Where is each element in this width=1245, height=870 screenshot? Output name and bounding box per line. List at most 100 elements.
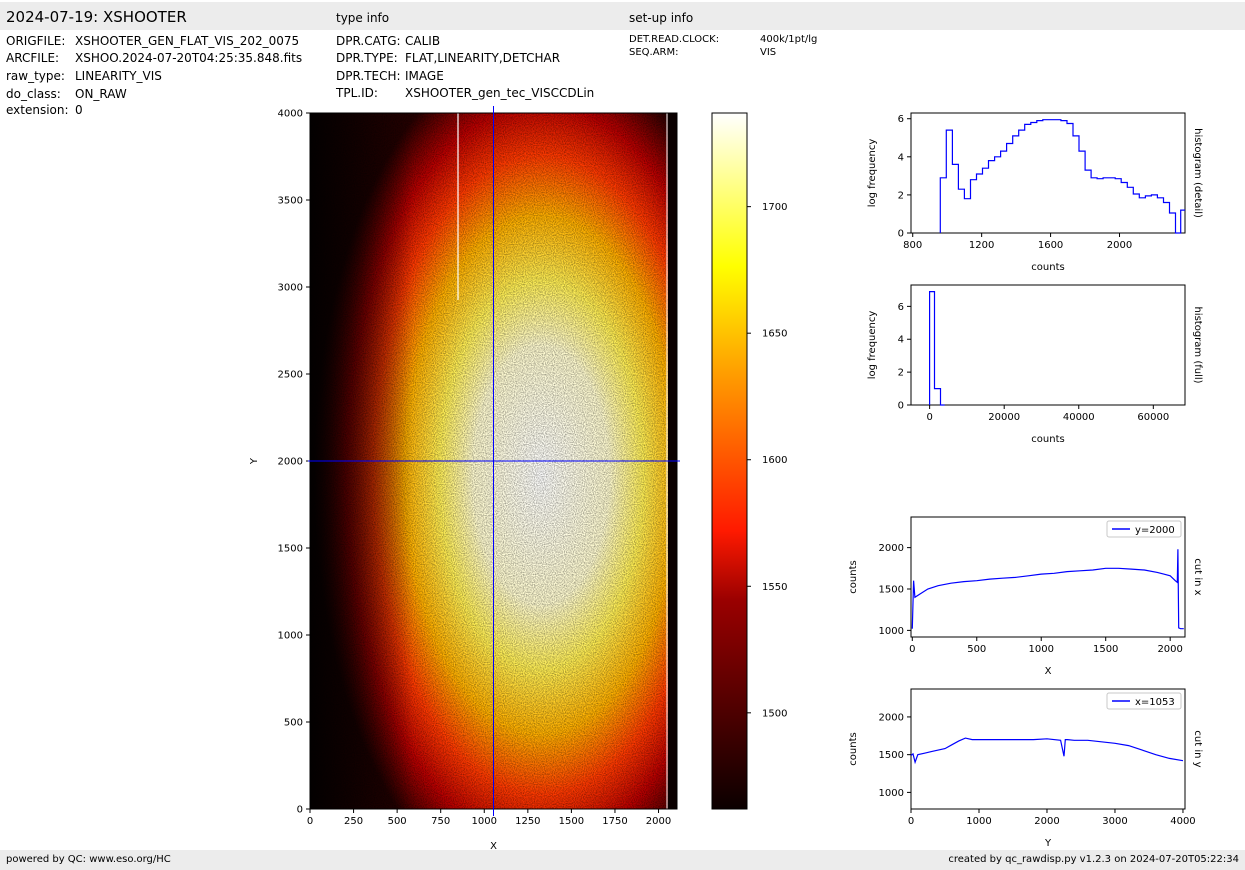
cut-y-xlabel: Y bbox=[1044, 838, 1052, 849]
header-band bbox=[0, 2, 1245, 30]
cut-x-xtick-label: 500 bbox=[967, 644, 986, 655]
hist-detail-ytick-label: 4 bbox=[898, 152, 904, 163]
setup-info-key-read-clock: DET.READ.CLOCK: bbox=[629, 34, 720, 45]
file-info-key-origfile: ORIGFILE: bbox=[6, 34, 66, 48]
cut-x-ytick-label: 1500 bbox=[879, 585, 904, 596]
type-info-key-tpl: TPL.ID: bbox=[336, 86, 378, 100]
file-info-key-arcfile: ARCFILE: bbox=[6, 51, 60, 65]
cut-y-legend-box bbox=[1106, 692, 1182, 710]
file-info-key-do-class: do_class: bbox=[6, 87, 61, 101]
type-info-key-catg: DPR.CATG: bbox=[336, 34, 401, 48]
cut-y-xtick-label: 1000 bbox=[966, 816, 991, 827]
image-xtick-label: 0 bbox=[307, 816, 313, 827]
type-info-value-tpl: XSHOOTER_gen_tec_VISCCDLin bbox=[405, 86, 595, 100]
cut-x-xtick-label: 0 bbox=[909, 644, 915, 655]
image-xtick-label: 1500 bbox=[559, 816, 584, 827]
image-xtick-label: 250 bbox=[344, 816, 363, 827]
cut-x-xtick-label: 2000 bbox=[1157, 644, 1182, 655]
type-info-value-tech: IMAGE bbox=[405, 69, 444, 83]
hist-full-xtick-label: 0 bbox=[926, 412, 932, 423]
image-ytick-label: 500 bbox=[284, 718, 303, 729]
hist-full-ylabel: log frequency bbox=[867, 311, 878, 380]
cut-x-ytick-label: 1000 bbox=[879, 626, 904, 637]
cut-x-xtick-label: 1000 bbox=[1029, 644, 1054, 655]
image-xtick-label: 1750 bbox=[602, 816, 627, 827]
hist-detail-ytick-label: 0 bbox=[898, 229, 904, 240]
page-title: 2024-07-19: XSHOOTER bbox=[6, 8, 187, 26]
cut-y-ytick-label: 1000 bbox=[879, 788, 904, 799]
colorbar-tick-label: 1600 bbox=[762, 455, 787, 466]
cut-y-legend-label: x=1053 bbox=[1135, 697, 1175, 708]
file-info-value-raw-type: LINEARITY_VIS bbox=[75, 69, 162, 83]
plot-canvas: 0 250 500 750 1000 1250 1500 1750 20000500100015… bbox=[249, 106, 1203, 850]
cut-y-side-label: cut in y bbox=[1192, 730, 1203, 767]
image-ylabel: Y bbox=[249, 457, 260, 465]
file-info-value-do-class: ON_RAW bbox=[75, 87, 127, 101]
hist-full-xtick-label: 60000 bbox=[1137, 412, 1169, 423]
setup-info-key-seq-arm: SEQ.ARM: bbox=[629, 47, 679, 58]
image-ytick-label: 4000 bbox=[278, 109, 303, 120]
image-ytick-label: 2500 bbox=[278, 370, 303, 381]
hist-detail-ytick-label: 2 bbox=[898, 190, 904, 201]
cut-x-legend-label: y=2000 bbox=[1135, 525, 1175, 536]
hist-full-ytick-label: 4 bbox=[898, 335, 904, 346]
image-ytick-label: 3500 bbox=[278, 196, 303, 207]
hist-detail-xtick-label: 2000 bbox=[1107, 240, 1132, 251]
hist-full-xtick-label: 40000 bbox=[1063, 412, 1095, 423]
cut-y-ytick-label: 2000 bbox=[879, 712, 904, 723]
setup-info-value-seq-arm: VIS bbox=[760, 47, 777, 58]
hist-full-xtick-label: 20000 bbox=[988, 412, 1020, 423]
colorbar-tick-label: 1500 bbox=[762, 708, 787, 719]
file-info-value-extension: 0 bbox=[75, 103, 83, 117]
hist-detail-side-label: histogram (detail) bbox=[1192, 128, 1203, 218]
image-xtick-label: 750 bbox=[431, 816, 450, 827]
file-info-value-origfile: XSHOOTER_GEN_FLAT_VIS_202_0075 bbox=[75, 34, 300, 48]
colorbar-tick-label: 1550 bbox=[762, 582, 787, 593]
type-info-heading: type info bbox=[336, 11, 390, 25]
type-info-key-type: DPR.TYPE: bbox=[336, 51, 398, 65]
footer-right: created by qc_rawdisp.py v1.2.3 on 2024-… bbox=[948, 854, 1239, 865]
hist-detail-series bbox=[939, 119, 1185, 234]
cut-y-xtick-label: 3000 bbox=[1102, 816, 1127, 827]
colorbar-tick-label: 1700 bbox=[762, 202, 787, 213]
cut-x-ylabel: counts bbox=[848, 560, 859, 593]
file-info-key-raw-type: raw_type: bbox=[6, 69, 65, 83]
file-info-key-extension: extension: bbox=[6, 103, 69, 117]
cut-x-ytick-label: 2000 bbox=[879, 543, 904, 554]
cut-y-frame bbox=[910, 688, 1186, 810]
image-ytick-label: 2000 bbox=[278, 457, 303, 468]
cut-x-xlabel: X bbox=[1045, 666, 1052, 677]
hist-detail-ylabel: log frequency bbox=[867, 139, 878, 208]
cut-x-xtick-label: 1500 bbox=[1093, 644, 1118, 655]
hist-detail-xtick-label: 1200 bbox=[969, 240, 994, 251]
hist-full-ytick-label: 0 bbox=[898, 401, 904, 412]
cut-x-frame bbox=[910, 516, 1186, 638]
cut-y-ylabel: counts bbox=[848, 732, 859, 765]
hist-detail-xlabel: counts bbox=[1031, 262, 1064, 273]
colorbar bbox=[711, 112, 748, 810]
cut-y-series bbox=[910, 737, 1184, 765]
cut-x-side-label: cut in x bbox=[1192, 558, 1203, 595]
hist-detail-xtick-label: 800 bbox=[903, 240, 922, 251]
colorbar-tick-label: 1650 bbox=[762, 329, 787, 340]
hist-detail-frame bbox=[910, 112, 1186, 234]
file-info-value-arcfile: XSHOO.2024-07-20T04:25:35.848.fits bbox=[75, 51, 303, 65]
type-info-value-type: FLAT,LINEARITY,DETCHAR bbox=[405, 51, 561, 65]
type-info-value-catg: CALIB bbox=[405, 34, 441, 48]
setup-info-value-read-clock: 400k/1pt/lg bbox=[760, 34, 818, 45]
cut-y-xtick-label: 4000 bbox=[1170, 816, 1195, 827]
hist-detail-ytick-label: 6 bbox=[898, 114, 904, 125]
image-xlabel: X bbox=[490, 841, 497, 850]
image-xtick-label: 2000 bbox=[646, 816, 671, 827]
image-xtick-label: 1000 bbox=[472, 816, 497, 827]
image-ytick-label: 1500 bbox=[278, 544, 303, 555]
hist-full-series bbox=[929, 291, 945, 406]
image-ytick-label: 1000 bbox=[278, 631, 303, 642]
cut-y-xtick-label: 0 bbox=[908, 816, 914, 827]
setup-info-heading: set-up info bbox=[629, 11, 694, 25]
cut-y-xtick-label: 2000 bbox=[1034, 816, 1059, 827]
hist-full-ytick-label: 6 bbox=[898, 302, 904, 313]
image-ytick-label: 0 bbox=[297, 805, 303, 816]
hist-full-frame bbox=[910, 284, 1186, 406]
footer-band bbox=[0, 850, 1245, 870]
